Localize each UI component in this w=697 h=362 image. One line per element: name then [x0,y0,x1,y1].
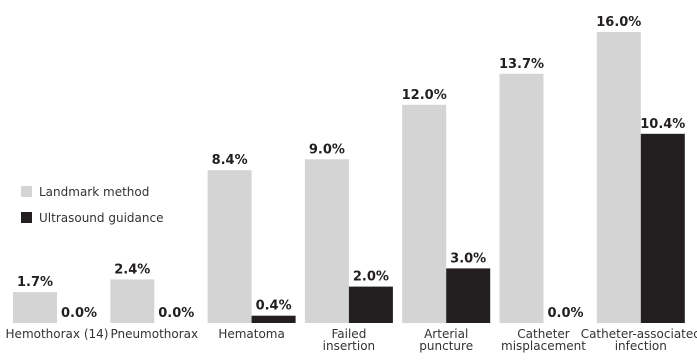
category-label-failed-insertion-line-2: insertion [323,339,376,353]
category-label-catheter-associated-infection-line-2: infection [615,339,667,353]
value-labels-layer: 1.7% 0.0% 2.4% 0.0% 8.4% 0.4% 9.0% 2.0% 12.0% 3.0… [17,15,685,321]
value-label-landmark-method-catheter-associated-infection: 16.0% [596,15,641,30]
bar-landmark-method-catheter-misplacement [499,73,544,323]
legend-swatch-ultrasound-guidance [21,212,32,223]
bar-landmark-method-catheter-associated-infection [596,32,641,323]
bar-landmark-method-hemothorax-14 [13,292,57,323]
legend-label-landmark-method: Landmark method [39,185,149,199]
value-label-landmark-method-hematoma: 8.4% [212,153,248,168]
category-label-arterial-puncture-line-2: puncture [419,339,473,353]
bar-landmark-method-failed-insertion [304,159,349,323]
category-label-pneumothorax: Pneumothorax [110,327,198,341]
category-label-catheter-misplacement-line-2: misplacement [501,339,586,353]
value-label-ultrasound-guidance-failed-insertion: 2.0% [353,270,389,285]
value-label-ultrasound-guidance-hemothorax-14: 0.0% [61,306,97,321]
value-label-ultrasound-guidance-catheter-associated-infection: 10.4% [640,117,685,132]
value-label-ultrasound-guidance-hematoma: 0.4% [256,299,292,314]
legend: Landmark method Ultrasound guidance [21,185,163,225]
value-label-landmark-method-arterial-puncture: 12.0% [402,88,447,103]
bar-ultrasound-guidance-failed-insertion [348,286,393,323]
value-label-ultrasound-guidance-arterial-puncture: 3.0% [450,251,486,266]
value-label-ultrasound-guidance-pneumothorax: 0.0% [158,306,194,321]
value-label-landmark-method-pneumothorax: 2.4% [114,262,150,277]
category-label-catheter-associated-infection-line-1: Catheter-associated [581,327,697,341]
bar-ultrasound-guidance-catheter-associated-infection [640,133,685,323]
category-label-arterial-puncture-line-1: Arterial [424,327,468,341]
legend-swatch-landmark-method [21,186,32,197]
category-labels-layer: Hemothorax (14) Pneumothorax Hematoma Faile… [6,327,697,353]
legend-label-ultrasound-guidance: Ultrasound guidance [39,211,163,225]
value-label-landmark-method-hemothorax-14: 1.7% [17,275,53,290]
bar-ultrasound-guidance-hematoma [251,315,296,323]
category-label-hematoma: Hematoma [218,327,285,341]
bar-landmark-method-hematoma [207,170,252,323]
bars-layer [13,32,685,324]
category-label-hemothorax-14: Hemothorax (14) [6,327,109,341]
category-label-failed-insertion-line-1: Failed [331,327,366,341]
bar-ultrasound-guidance-arterial-puncture [446,268,491,323]
value-label-ultrasound-guidance-catheter-misplacement: 0.0% [547,306,583,321]
category-label-catheter-misplacement-line-1: Catheter [517,327,570,341]
value-label-landmark-method-catheter-misplacement: 13.7% [499,57,544,72]
bar-landmark-method-pneumothorax [110,279,155,323]
value-label-landmark-method-failed-insertion: 9.0% [309,142,345,157]
bar-landmark-method-arterial-puncture [402,104,447,324]
